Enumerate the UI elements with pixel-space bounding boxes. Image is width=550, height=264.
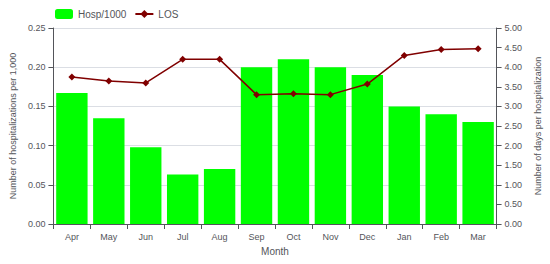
svg-text:0.25: 0.25 [28,23,46,33]
svg-text:5.00: 5.00 [505,23,523,33]
svg-text:May: May [100,232,118,242]
svg-text:LOS: LOS [158,9,178,20]
svg-text:0.20: 0.20 [28,62,46,72]
svg-text:Jan: Jan [397,232,412,242]
svg-text:Jul: Jul [177,232,189,242]
svg-text:Feb: Feb [433,232,449,242]
svg-text:0.15: 0.15 [28,101,46,111]
svg-text:Month: Month [261,246,289,257]
svg-text:Number of days per hospitaliza: Number of days per hospitalization [533,57,543,196]
svg-text:Mar: Mar [470,232,486,242]
svg-text:3.50: 3.50 [505,82,523,92]
svg-text:0.05: 0.05 [28,180,46,190]
svg-text:Oct: Oct [286,232,301,242]
svg-text:Nov: Nov [322,232,339,242]
svg-text:Number of hospitalizations per: Number of hospitalizations per 1,000 [8,53,18,200]
svg-text:Apr: Apr [65,232,79,242]
svg-text:0.10: 0.10 [28,141,46,151]
svg-text:Dec: Dec [359,232,376,242]
svg-text:0.00: 0.00 [28,219,46,229]
svg-text:Jun: Jun [138,232,153,242]
svg-text:Sep: Sep [249,232,265,242]
svg-text:1.50: 1.50 [505,160,523,170]
svg-text:Hosp/1000: Hosp/1000 [78,9,127,20]
svg-text:4.00: 4.00 [505,62,523,72]
svg-text:3.00: 3.00 [505,101,523,111]
svg-text:2.50: 2.50 [505,121,523,131]
svg-text:0.00: 0.00 [505,219,523,229]
svg-text:2.00: 2.00 [505,141,523,151]
svg-text:1.00: 1.00 [505,180,523,190]
svg-text:0.50: 0.50 [505,199,523,209]
svg-text:4.50: 4.50 [505,43,523,53]
svg-text:Aug: Aug [212,232,228,242]
